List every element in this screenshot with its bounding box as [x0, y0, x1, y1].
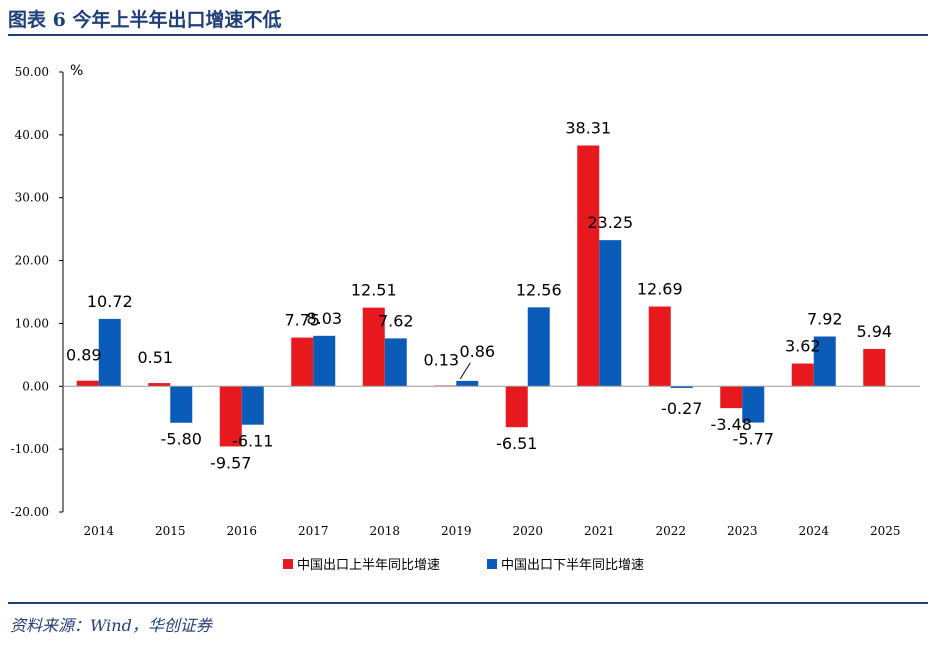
bar-h1-2016: [219, 386, 242, 447]
bar-h1-2017: [291, 337, 314, 387]
y-tick-label: 0.00: [22, 379, 49, 393]
data-label: 0.51: [137, 348, 173, 367]
bar-h2-2016: [241, 386, 264, 425]
y-axis-unit: %: [70, 63, 83, 79]
legend-label: 中国出口上半年同比增速: [297, 558, 440, 573]
bar-h1-2022: [648, 306, 671, 387]
bar-h2-2020: [527, 307, 550, 387]
bar-h1-2020: [505, 386, 528, 428]
data-label: 7.92: [807, 310, 843, 329]
y-tick-label: -10.00: [11, 442, 49, 456]
header-divider: [8, 34, 928, 36]
data-label: 23.25: [587, 213, 633, 232]
x-axis: 2014 2015 2016 2017 2018 2019 2020 2021 2022 2023…: [63, 385, 920, 538]
y-axis: 50.00 40.00 30.00 20.00 10.00 0.00 -10.00 -20.0…: [11, 63, 84, 519]
bar-chart: 50.00 40.00 30.00 20.00 10.00 0.00 -10.00 -20.0…: [11, 63, 920, 573]
bars-group: [76, 145, 886, 447]
x-tick-label: 2018: [369, 524, 400, 538]
data-label: -0.27: [661, 399, 702, 418]
data-label: 12.56: [516, 280, 562, 299]
footer-divider: [8, 602, 928, 604]
x-tick-label: 2025: [870, 524, 901, 538]
legend-label: 中国出口下半年同比增速: [501, 558, 644, 573]
data-label: 0.13: [423, 350, 459, 369]
legend-swatch: [487, 559, 497, 569]
data-label: 12.51: [351, 281, 397, 300]
data-label: -5.77: [733, 430, 774, 449]
bar-h1-2024: [791, 363, 814, 387]
bar-h2-2021: [599, 240, 622, 387]
bar-h2-2017: [313, 335, 336, 387]
figure-title: 图表 6 今年上半年出口增速不低: [8, 9, 282, 31]
y-tick-label: -20.00: [11, 505, 49, 519]
legend: 中国出口上半年同比增速 中国出口下半年同比增速: [283, 558, 644, 573]
x-tick-label: 2020: [512, 524, 543, 538]
legend-swatch: [283, 559, 293, 569]
bar-h2-2022: [670, 386, 693, 388]
figure-header: 图表 6 今年上半年出口增速不低: [8, 2, 928, 32]
bar-h2-2023: [742, 386, 765, 423]
x-tick-label: 2014: [83, 524, 114, 538]
data-label: -5.80: [161, 430, 202, 449]
data-label: -9.57: [210, 453, 251, 472]
y-tick-label: 10.00: [15, 316, 49, 330]
data-label: 8.03: [306, 309, 342, 328]
data-label: 38.31: [565, 118, 611, 137]
label-leader-line: [459, 362, 471, 380]
bar-h2-2019: [456, 380, 479, 387]
bar-h1-2018: [362, 307, 385, 387]
bar-h2-2024: [813, 336, 836, 387]
bar-h2-2018: [384, 338, 407, 387]
x-tick-label: 2023: [727, 524, 758, 538]
y-tick-label: 40.00: [15, 128, 49, 142]
data-label: 7.62: [378, 311, 414, 330]
bar-h1-2023: [720, 386, 743, 409]
data-label: 10.72: [87, 292, 133, 311]
bar-h1-2025: [863, 348, 886, 387]
x-tick-label: 2019: [441, 524, 472, 538]
bar-h1-2015: [148, 383, 171, 387]
bar-h2-2015: [170, 386, 193, 423]
data-labels-group: 0.89 0.51 -9.57 7.75 12.51 0.13 -6.51 38.31 12.6…: [66, 118, 892, 472]
data-label: 7.75: [284, 311, 320, 330]
data-label: 5.94: [856, 322, 892, 341]
source-note: 资料来源：Wind，华创证券: [10, 616, 212, 635]
data-label: 3.62: [785, 337, 821, 356]
bar-h1-2021: [577, 145, 600, 387]
x-tick-label: 2015: [155, 524, 186, 538]
data-label: -6.11: [232, 432, 273, 451]
data-label: 0.89: [66, 346, 102, 365]
data-label: 0.86: [459, 342, 495, 361]
x-tick-label: 2021: [584, 524, 615, 538]
bar-h1-2014: [76, 380, 99, 387]
x-tick-label: 2024: [798, 524, 829, 538]
x-tick-label: 2022: [655, 524, 686, 538]
data-label: -6.51: [496, 434, 537, 453]
x-tick-label: 2017: [298, 524, 329, 538]
y-tick-label: 20.00: [15, 254, 49, 268]
x-tick-label: 2016: [226, 524, 257, 538]
bar-h2-2014: [98, 318, 121, 387]
data-label: 12.69: [637, 280, 683, 299]
data-label: -3.48: [711, 415, 752, 434]
y-tick-label: 50.00: [15, 65, 49, 79]
y-tick-label: 30.00: [15, 191, 49, 205]
